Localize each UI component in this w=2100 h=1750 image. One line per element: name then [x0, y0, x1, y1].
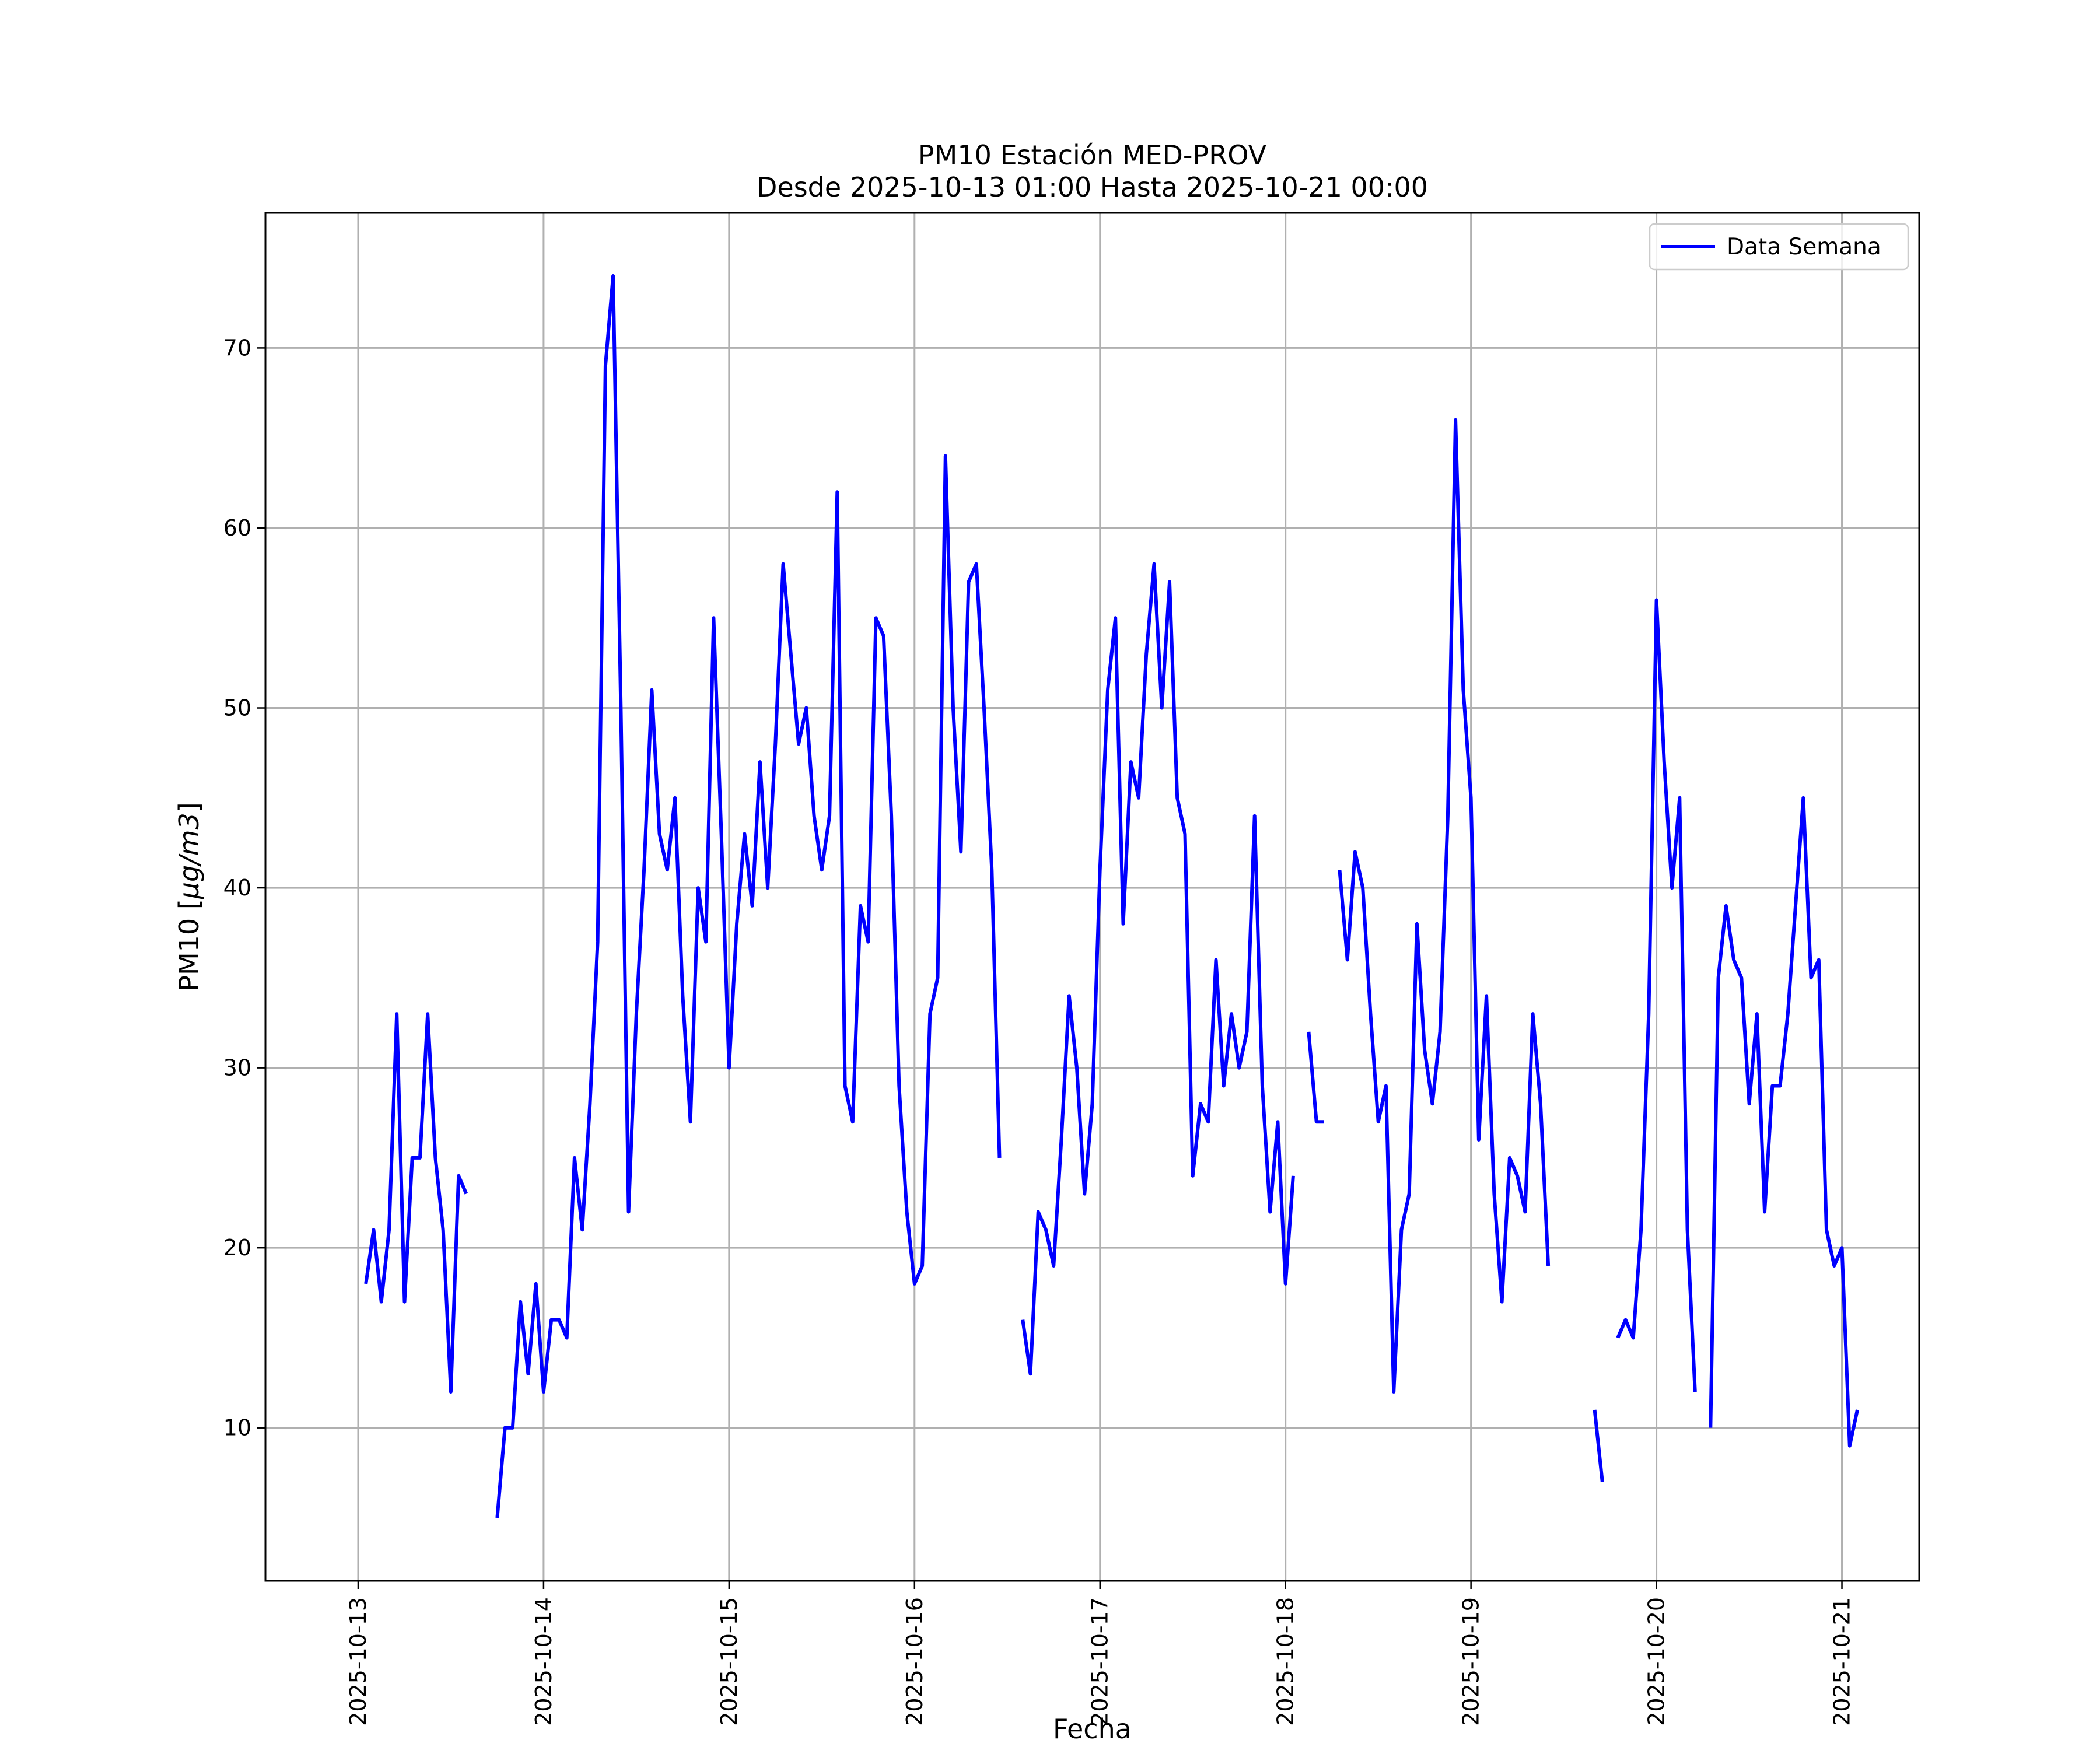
y-axis-label-unit: μg/m3 — [173, 813, 205, 900]
x-tick-label: 2025-10-18 — [1273, 1597, 1298, 1726]
x-tick-label: 2025-10-20 — [1644, 1597, 1670, 1726]
chart-title: PM10 Estación MED-PROV — [918, 139, 1267, 171]
legend: Data Semana — [1648, 223, 1909, 271]
y-axis-label-prefix: PM10 [ — [173, 899, 205, 992]
series-line-segment — [1021, 562, 1295, 1376]
series-line-segment — [495, 274, 1002, 1518]
y-tick-label: 70 — [223, 335, 251, 360]
series-line-segment — [1709, 796, 1859, 1448]
x-axis-label: Fecha — [1053, 1713, 1132, 1745]
series-line-segment — [364, 1012, 468, 1394]
y-tick-label: 40 — [223, 875, 251, 901]
chart-subtitle: Desde 2025-10-13 01:00 Hasta 2025-10-21 … — [757, 172, 1428, 203]
axis-ticks: 10 20 30 40 50 60 70 2025-10-13 2025-10-14 2025-1… — [223, 335, 1855, 1726]
series-line-segment — [1616, 598, 1697, 1392]
x-tick-label: 2025-10-17 — [1087, 1597, 1113, 1726]
legend-box — [1648, 223, 1909, 271]
series-line-segment — [1307, 1031, 1324, 1124]
plot-frame — [264, 212, 1920, 1582]
y-axis-label: PM10 [μg/m3] — [173, 802, 205, 992]
y-tick-label: 10 — [223, 1415, 251, 1441]
y-tick-label: 60 — [223, 515, 251, 541]
x-tick-label: 2025-10-21 — [1829, 1597, 1855, 1726]
legend-label-data-semana: Data Semana — [1727, 234, 1881, 260]
y-tick-label: 50 — [223, 695, 251, 721]
series-line-segment — [1592, 1409, 1604, 1482]
x-tick-label: 2025-10-19 — [1458, 1597, 1484, 1726]
x-tick-label: 2025-10-15 — [716, 1597, 742, 1726]
x-tick-label: 2025-10-14 — [531, 1597, 556, 1726]
series-layer — [364, 274, 1859, 1518]
y-tick-label: 20 — [223, 1235, 251, 1261]
x-tick-label: 2025-10-13 — [345, 1597, 371, 1726]
grid-lines — [265, 213, 1919, 1581]
series-line-segment — [1338, 418, 1550, 1394]
x-tick-label: 2025-10-16 — [902, 1597, 928, 1726]
y-axis-label-suffix: ] — [173, 802, 205, 813]
y-tick-label: 30 — [223, 1055, 251, 1081]
